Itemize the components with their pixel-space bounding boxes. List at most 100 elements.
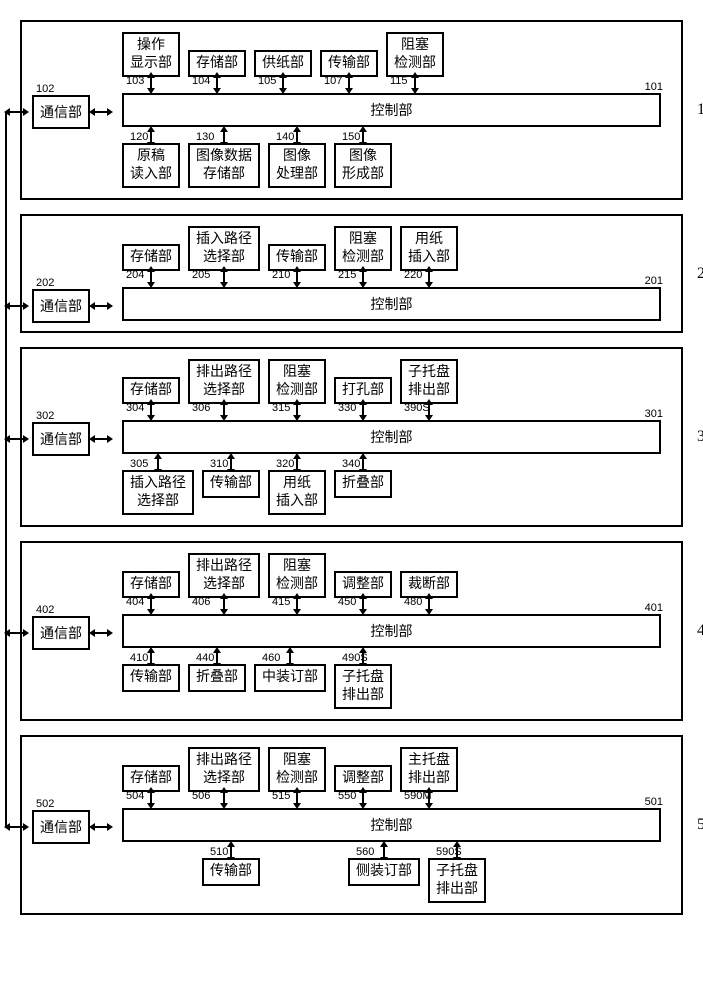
module-label: 400 <box>697 622 703 640</box>
box: 排出路径选择部506 <box>188 747 260 792</box>
box: 子托盘排出部490S <box>334 664 392 709</box>
box-number: 550 <box>338 790 356 804</box>
box: 折叠部340 <box>334 470 392 498</box>
box: 侧装订部560 <box>348 858 420 886</box>
arrow-vertical <box>296 404 298 416</box>
box: 用纸插入部220 <box>400 226 458 271</box>
arrow-vertical <box>362 598 364 610</box>
box: 传输部510 <box>202 858 260 886</box>
block: 调整部550 <box>334 765 392 805</box>
box-number: 304 <box>126 402 144 416</box>
block: 传输部210 <box>268 244 326 284</box>
controller-number: 101 <box>645 81 663 93</box>
block: 存储部204 <box>122 244 180 284</box>
box: 阻塞检测部515 <box>268 747 326 792</box>
box-number: 115 <box>390 75 408 89</box>
module-500: 500存储部504排出路径选择部506阻塞检测部515调整部550主托盘排出部5… <box>20 735 683 915</box>
top-row: 操作显示部103存储部104供纸部105传输部107阻塞检测部115 <box>122 32 671 89</box>
controller-number: 501 <box>645 796 663 808</box>
arrow-vertical <box>383 846 385 858</box>
arrow-vertical <box>296 598 298 610</box>
block: 子托盘排出部390S <box>400 359 458 416</box>
box-number: 140 <box>276 131 294 145</box>
block: 操作显示部103 <box>122 32 180 89</box>
box-number: 404 <box>126 596 144 610</box>
box: 图像数据存储部130 <box>188 143 260 188</box>
controller-bar: 控制部101 <box>122 93 661 127</box>
module-label: 500 <box>697 816 703 834</box>
arrow-horizontal <box>94 438 108 440</box>
arrow-vertical <box>296 131 298 143</box>
module-200: 200存储部204插入路径选择部205传输部210阻塞检测部215用纸插入部22… <box>20 214 683 333</box>
arrow-vertical <box>150 404 152 416</box>
box: 图像形成部150 <box>334 143 392 188</box>
module-400: 400存储部404排出路径选择部406阻塞检测部415调整部450裁断部480控… <box>20 541 683 721</box>
box-number: 105 <box>258 75 276 89</box>
controller-bar: 控制部401 <box>122 614 661 648</box>
arrow-vertical <box>150 77 152 89</box>
block: 图像数据存储部130 <box>188 131 260 188</box>
block: 调整部450 <box>334 571 392 611</box>
box-number: 205 <box>192 269 210 283</box>
block: 图像形成部150 <box>334 131 392 188</box>
arrow-vertical <box>296 792 298 804</box>
box-number: 515 <box>272 790 290 804</box>
box-number: 204 <box>126 269 144 283</box>
bus-connector <box>9 111 24 113</box>
comm-number: 202 <box>36 277 54 289</box>
controller-number: 201 <box>645 275 663 287</box>
box-number: 450 <box>338 596 356 610</box>
arrow-vertical <box>289 652 291 664</box>
bus-connector <box>9 632 24 634</box>
box-number: 590S <box>436 846 462 860</box>
box-number: 310 <box>210 458 228 472</box>
block: 原稿读入部120 <box>122 131 180 188</box>
arrow-vertical <box>150 271 152 283</box>
box-number: 440 <box>196 652 214 666</box>
block: 用纸插入部320 <box>268 458 326 515</box>
box-number: 104 <box>192 75 210 89</box>
box-number: 210 <box>272 269 290 283</box>
block: 阻塞检测部415 <box>268 553 326 610</box>
box: 主托盘排出部590M <box>400 747 458 792</box>
box-number: 220 <box>404 269 422 283</box>
comm-box: 通信部202 <box>32 289 90 323</box>
box-number: 150 <box>342 131 360 145</box>
arrow-vertical <box>230 458 232 470</box>
arrow-vertical <box>223 404 225 416</box>
block: 打孔部330 <box>334 377 392 417</box>
box: 传输部410 <box>122 664 180 692</box>
block: 中装订部460 <box>254 652 326 692</box>
block-diagram: 100操作显示部103存储部104供纸部105传输部107阻塞检测部115控制部… <box>20 20 683 915</box>
arrow-vertical <box>223 131 225 143</box>
box: 插入路径选择部305 <box>122 470 194 515</box>
box-number: 504 <box>126 790 144 804</box>
module-label: 200 <box>697 265 703 283</box>
block: 插入路径选择部305 <box>122 458 194 515</box>
arrow-vertical <box>150 792 152 804</box>
arrow-vertical <box>362 792 364 804</box>
box-number: 410 <box>130 652 148 666</box>
box: 阻塞检测部415 <box>268 553 326 598</box>
block: 排出路径选择部506 <box>188 747 260 804</box>
block: 裁断部480 <box>400 571 458 611</box>
arrow-vertical <box>362 131 364 143</box>
block: 阻塞检测部515 <box>268 747 326 804</box>
block: 侧装订部560 <box>348 846 420 886</box>
controller-bar: 控制部501 <box>122 808 661 842</box>
box: 阻塞检测部215 <box>334 226 392 271</box>
arrow-vertical <box>428 271 430 283</box>
block: 存储部504 <box>122 765 180 805</box>
comm-box: 通信部302 <box>32 422 90 456</box>
comm-bus-line <box>5 112 7 827</box>
box-number: 480 <box>404 596 422 610</box>
box: 子托盘排出部590S <box>428 858 486 903</box>
bottom-row: 传输部510 侧装订部560 子托盘排出部590S <box>122 846 671 903</box>
arrow-horizontal <box>94 305 108 307</box>
bus-connector <box>9 826 24 828</box>
box-number: 107 <box>324 75 342 89</box>
box: 子托盘排出部390S <box>400 359 458 404</box>
block: 阻塞检测部215 <box>334 226 392 283</box>
arrow-vertical <box>428 404 430 416</box>
block: 图像处理部140 <box>268 131 326 188</box>
